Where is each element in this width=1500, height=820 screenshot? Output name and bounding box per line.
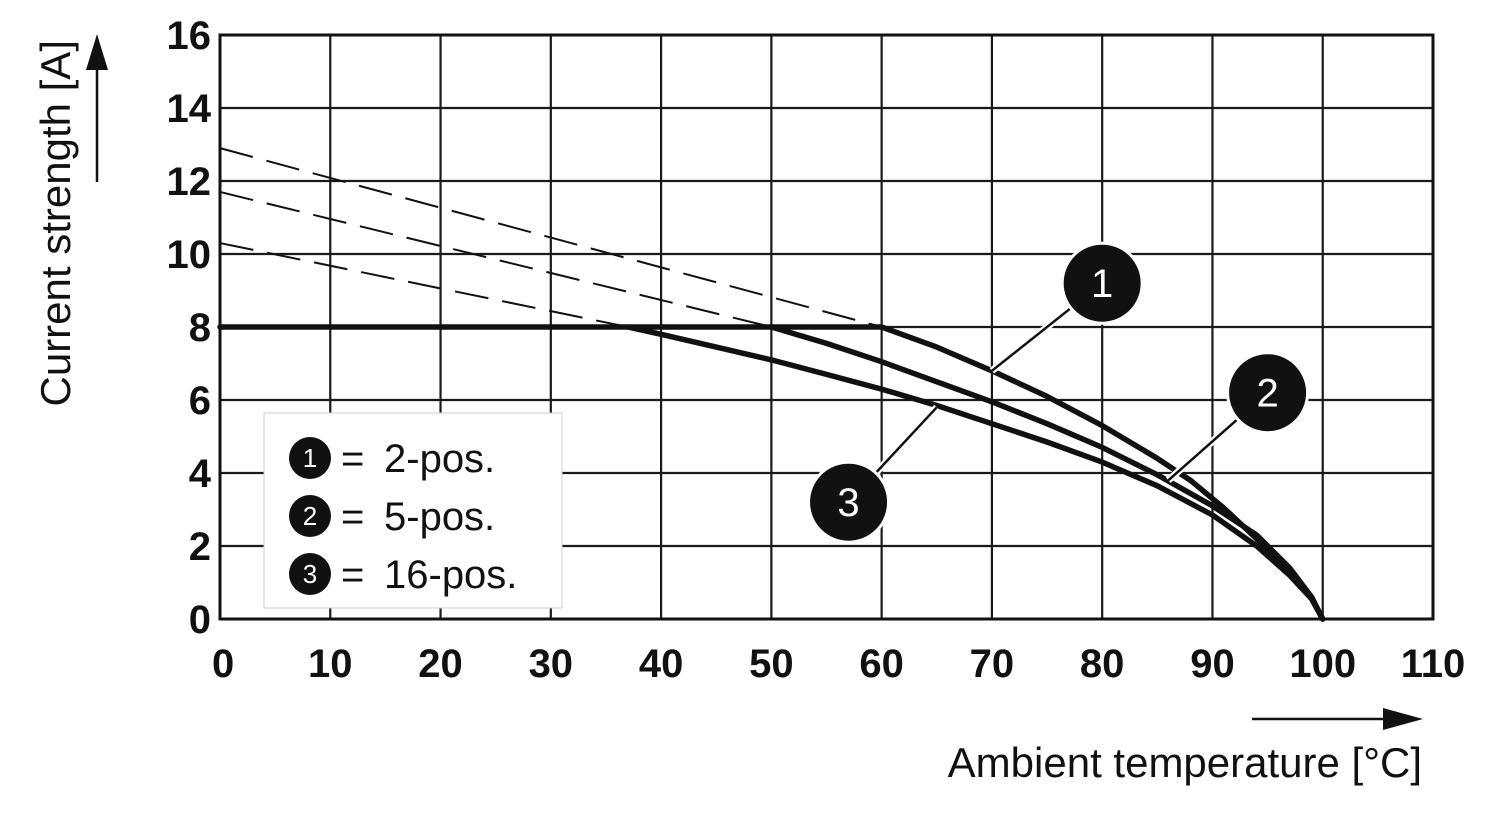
legend-entry-2: 5-pos. [384,495,495,539]
x-tick-label: 80 [1080,642,1125,686]
legend-marker-label: 3 [303,559,317,589]
y-tick-label: 16 [167,14,212,58]
x-tick-label: 70 [970,642,1015,686]
series-2-marker-label: 2 [1256,372,1278,416]
x-tick-label: 60 [859,642,904,686]
x-tick-label: 40 [639,642,684,686]
y-tick-label: 12 [167,160,212,204]
x-axis-arrow-icon [1383,708,1423,730]
x-tick-label: 30 [529,642,574,686]
series-1-extrapolation [219,147,882,328]
y-tick-label: 10 [167,233,212,277]
x-axis-title: Ambient temperature [°C] [948,708,1423,786]
y-tick-labels: 0 2 4 6 8 10 12 14 16 [167,14,212,642]
x-axis-label: Ambient temperature [°C] [948,739,1422,786]
x-tick-label: 10 [308,642,353,686]
y-tick-label: 14 [167,87,212,131]
legend-entry-3: 16-pos. [384,553,517,597]
series-3-marker [807,460,891,544]
series-2-extrapolation [219,190,772,328]
x-tick-labels: 0 10 20 30 40 50 60 70 80 90 100 110 [212,642,1465,686]
series-3-marker-label: 3 [837,481,859,525]
series-1-marker [1060,241,1144,325]
x-tick-label: 0 [212,642,234,686]
series-2-marker [1226,351,1310,435]
legend-equals: = [341,437,364,481]
y-tick-label: 0 [189,598,211,642]
legend-equals: = [341,553,364,597]
legend-equals: = [341,495,364,539]
y-axis-arrow-icon [86,34,108,70]
x-tick-label: 110 [1401,642,1466,686]
legend-marker-2 [289,495,331,537]
y-tick-label: 6 [189,379,211,423]
curve-markers: 1 2 3 [807,241,1310,544]
y-axis-label: Current strength [A] [32,40,79,407]
legend: 1 = 2-pos. 2 = 5-pos. 3 = 16-pos. [263,412,563,609]
series-3-extrapolation [219,242,629,328]
x-tick-label: 20 [418,642,463,686]
legend-marker-label: 2 [303,501,317,531]
y-tick-label: 2 [189,525,211,569]
x-tick-label: 50 [749,642,794,686]
x-tick-label: 100 [1289,642,1356,686]
curves [217,147,1326,622]
legend-entry-1: 2-pos. [384,437,495,481]
y-axis-title: Current strength [A] [32,34,108,407]
y-tick-label: 4 [189,452,212,496]
series-3-curve [625,324,1326,622]
series-1-marker-label: 1 [1091,262,1113,306]
series-2-curve [768,324,1326,622]
legend-marker-1 [289,437,331,479]
x-tick-label: 90 [1190,642,1235,686]
y-tick-label: 8 [189,306,211,350]
legend-marker-3 [289,553,331,595]
legend-marker-label: 1 [303,443,317,473]
